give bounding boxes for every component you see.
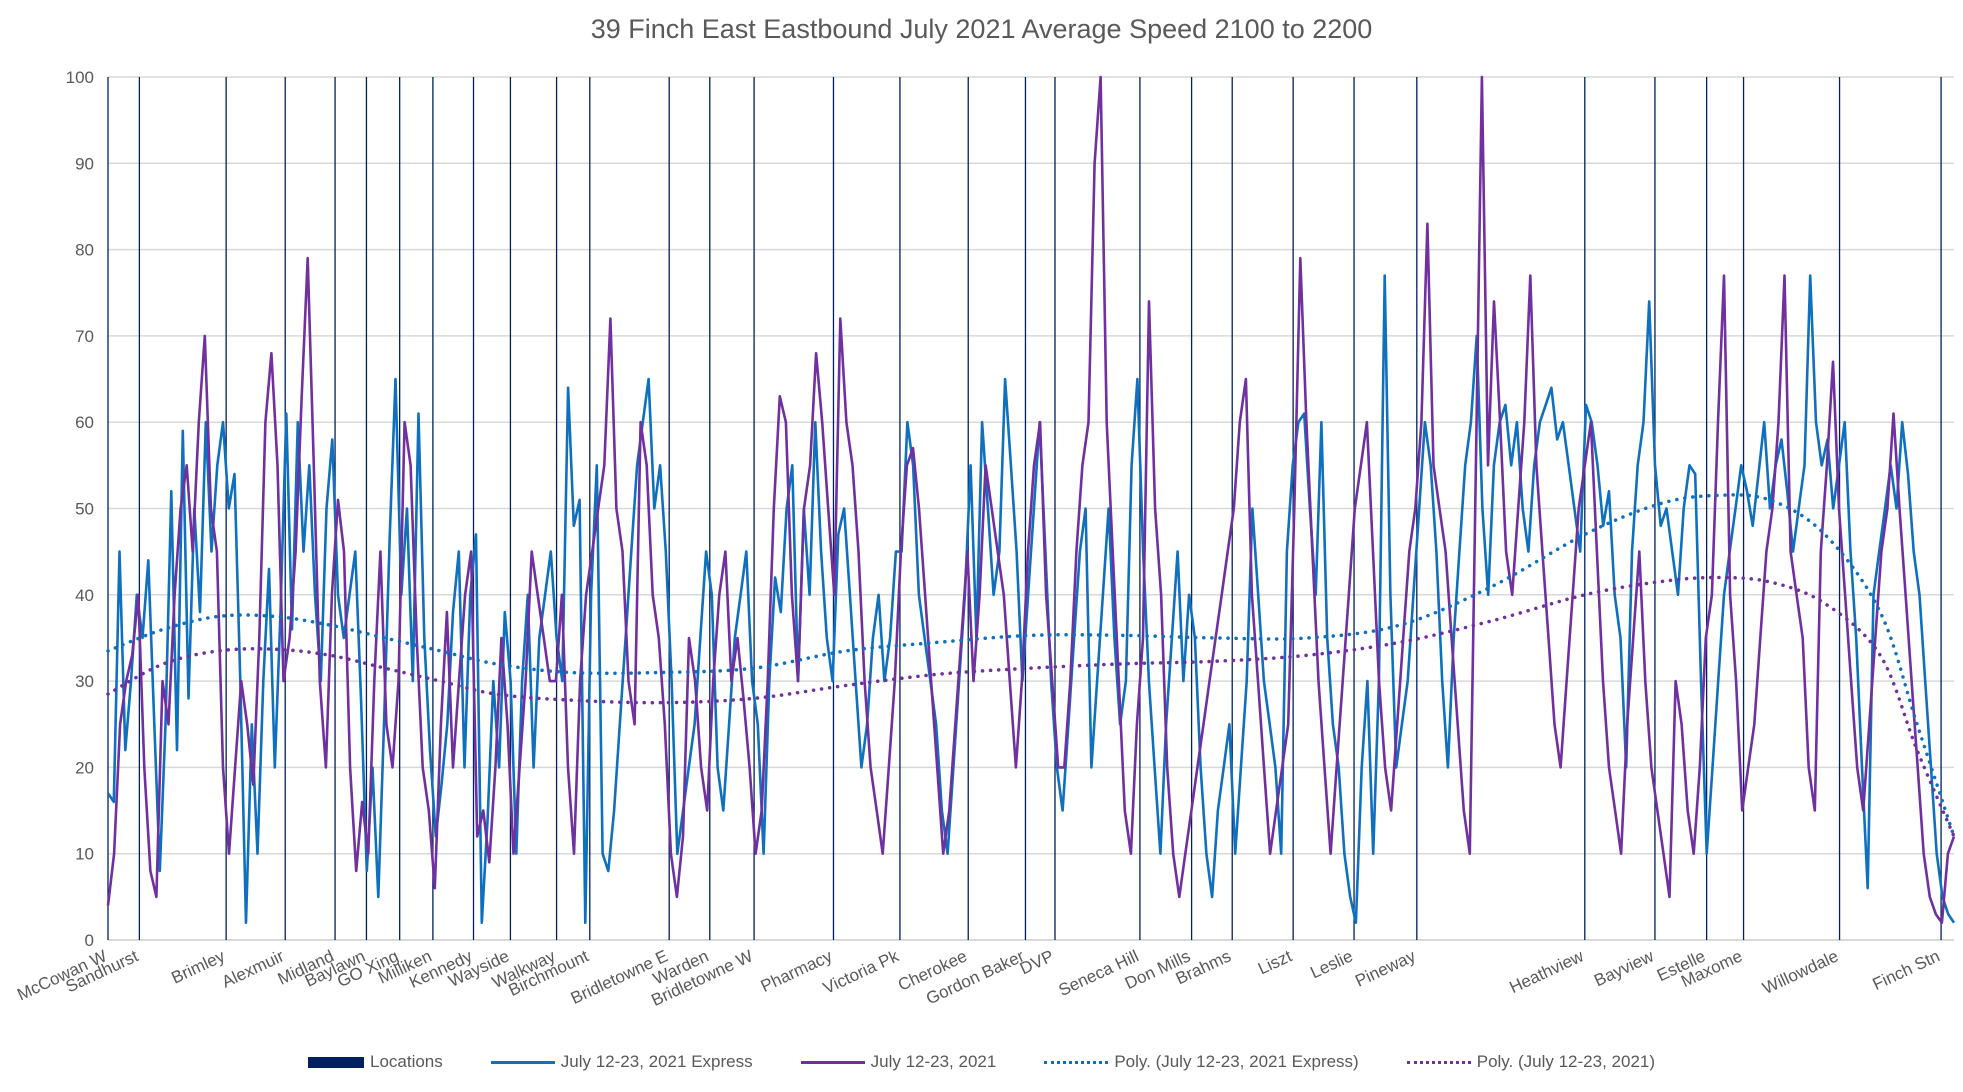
legend-swatch-poly-local: [1406, 1060, 1471, 1064]
legend-item-express: July 12-23, 2021 Express: [490, 1052, 753, 1072]
series-group: [106, 75, 1956, 924]
legend-item-locations: Locations: [307, 1052, 443, 1072]
y-tick-label: 10: [75, 845, 94, 864]
x-tick-label: Brimley: [168, 946, 228, 987]
y-tick-label: 0: [85, 931, 94, 950]
y-tick-label: 70: [75, 327, 94, 346]
legend-label: July 12-23, 2021: [870, 1052, 997, 1071]
x-tick-label: Bayview: [1591, 946, 1657, 990]
x-tick-label: DVP: [1017, 946, 1057, 978]
y-tick-label: 80: [75, 241, 94, 260]
series-line-2: [106, 75, 1956, 924]
x-tick-label: Finch Stn: [1870, 946, 1943, 994]
legend-swatch-local: [800, 1060, 865, 1064]
x-tick-label: Pineway: [1352, 946, 1419, 991]
x-tick-label: Victoria Pk: [820, 946, 902, 998]
legend-swatch-poly-express: [1044, 1060, 1109, 1064]
chart-title: 39 Finch East Eastbound July 2021 Averag…: [590, 14, 1373, 44]
legend-swatch-locations: [307, 1056, 364, 1068]
x-tick-label: Leslie: [1307, 946, 1355, 982]
legend-label: July 12-23, 2021 Express: [560, 1052, 753, 1071]
x-tick-label: Alexmuir: [219, 946, 287, 991]
legend-label: Poly. (July 12-23, 2021 Express): [1114, 1052, 1359, 1071]
y-tick-label: 30: [75, 672, 94, 691]
x-tick-label: Willowdale: [1760, 946, 1842, 998]
legend: Locations July 12-23, 2021 Express July …: [0, 1052, 1963, 1072]
legend-item-local: July 12-23, 2021: [800, 1052, 997, 1072]
series-line-4: [106, 575, 1956, 839]
series-line-1: [106, 274, 1956, 924]
legend-label: Locations: [369, 1052, 443, 1071]
legend-item-poly-local: Poly. (July 12-23, 2021): [1406, 1052, 1656, 1072]
y-tick-label: 40: [75, 586, 94, 605]
legend-swatch-express: [490, 1060, 555, 1064]
x-tick-label: Heathview: [1507, 946, 1588, 997]
y-tick-label: 20: [75, 758, 94, 777]
legend-item-poly-express: Poly. (July 12-23, 2021 Express): [1044, 1052, 1359, 1072]
y-axis-ticks: 0 10 20 30 40 50 60 70 80 90 100: [66, 68, 94, 950]
x-tick-label: Liszt: [1255, 946, 1295, 978]
y-tick-label: 90: [75, 154, 94, 173]
gridlines: [108, 76, 1954, 941]
y-tick-label: 100: [66, 68, 94, 87]
y-tick-label: 50: [75, 500, 94, 519]
chart-plot: 0 10 20 30 40 50 60 70 80 90 100 McCowan WSandhurs…: [14, 68, 1956, 1010]
series-line-3: [106, 493, 1956, 839]
y-tick-label: 60: [75, 413, 94, 432]
legend-label: Poly. (July 12-23, 2021): [1476, 1052, 1656, 1071]
